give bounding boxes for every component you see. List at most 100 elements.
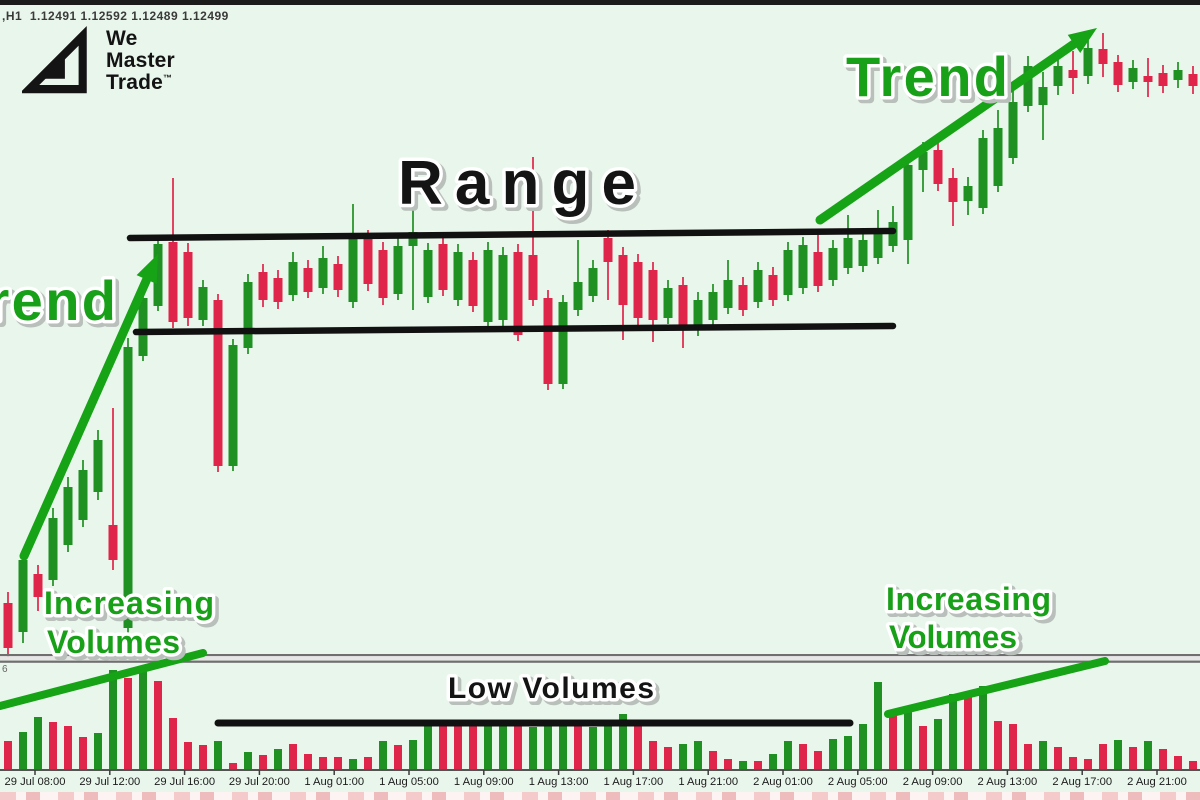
volume-scale-remnant: 6: [2, 664, 8, 675]
bottom-cropped-strip: [0, 792, 1200, 800]
candle-body: [1113, 62, 1123, 85]
candle-body: [1173, 70, 1183, 80]
volume-bar: [559, 725, 567, 769]
range-bottom-line: [132, 322, 897, 336]
volume-bar: [694, 741, 702, 769]
volume-bar: [529, 727, 537, 769]
volume-bar: [64, 726, 72, 769]
volume-bar: [964, 694, 972, 769]
candle-body: [423, 250, 433, 297]
volume-bar: [469, 725, 477, 769]
volume-bar: [709, 751, 717, 769]
chart-quote-line: ,H1 1.12491 1.12592 1.12489 1.12499: [2, 9, 229, 23]
generated-chart-layer: 29 Jul 08:00 29 Jul 12:00 29 Jul 16:00 29 J…: [0, 28, 1200, 788]
volume-bar: [379, 741, 387, 769]
volume-bar: [319, 757, 327, 769]
volume-bar: [4, 741, 12, 769]
candle-body: [153, 244, 163, 306]
volume-bar: [499, 725, 507, 769]
volume-bar: [859, 724, 867, 769]
candle-body: [408, 232, 418, 246]
time-axis-label: 1 Aug 09:00: [454, 776, 514, 788]
volume-bar: [904, 709, 912, 769]
time-axis-label: 2 Aug 17:00: [1052, 776, 1112, 788]
trend-arrow-shaft: [815, 37, 1082, 225]
volume-bar: [1054, 747, 1062, 769]
time-axis-label: 1 Aug 13:00: [529, 776, 589, 788]
time-axis-label: 29 Jul 08:00: [5, 776, 66, 788]
volume-bar: [394, 745, 402, 769]
candle-body: [903, 165, 913, 240]
volume-bar: [604, 721, 612, 769]
volume-bar: [649, 741, 657, 769]
time-axis-label: 2 Aug 01:00: [753, 776, 813, 788]
candle-body: [783, 250, 793, 295]
logo-word2: Master: [106, 49, 175, 73]
volume-bar: [199, 745, 207, 769]
volume-bar: [664, 747, 672, 769]
candle-body: [138, 298, 148, 356]
volume-bar: [754, 761, 762, 769]
volume-bar: [484, 723, 492, 769]
time-axis-label: 29 Jul 16:00: [154, 776, 215, 788]
candle-body: [948, 178, 958, 202]
candle-body: [588, 268, 598, 296]
volume-bar: [769, 754, 777, 769]
candle-body: [33, 574, 43, 597]
candle-body: [1083, 48, 1093, 76]
volume-bar: [724, 759, 732, 769]
volume-trend-line: [884, 657, 1109, 718]
candle-body: [723, 280, 733, 308]
volume-bar: [409, 740, 417, 769]
volume-bar: [34, 717, 42, 769]
volume-bar: [424, 724, 432, 769]
candle-body: [1053, 66, 1063, 86]
volume-bar: [994, 721, 1002, 769]
volume-bar: [1024, 744, 1032, 769]
candle-body: [1008, 102, 1018, 158]
volume-bar: [1099, 744, 1107, 769]
candle-body: [573, 282, 583, 310]
candle-body: [318, 258, 328, 288]
increasing-volumes-right-line2-shadow: Volumes: [892, 622, 1020, 658]
time-axis-label: 29 Jul 12:00: [79, 776, 140, 788]
candle-body: [213, 300, 223, 466]
volume-bar: [79, 737, 87, 769]
candle-body: [1158, 73, 1168, 86]
volume-bar: [334, 757, 342, 769]
volume-bar: [544, 723, 552, 769]
candle-body: [933, 150, 943, 184]
candle-body: [768, 275, 778, 300]
candle-body: [1098, 49, 1108, 64]
candle-body: [258, 272, 268, 300]
candle-body: [513, 252, 523, 335]
candle-body: [333, 264, 343, 290]
volume-bar: [889, 711, 897, 769]
candle-body: [708, 292, 718, 320]
trend-left-label-shadow: Trend: [0, 272, 119, 335]
volume-bar: [874, 682, 882, 769]
volume-bar: [574, 724, 582, 769]
time-axis-label: 2 Aug 09:00: [903, 776, 963, 788]
time-axis-label: 1 Aug 01:00: [304, 776, 364, 788]
volume-bar: [49, 722, 57, 769]
candle-body: [1038, 87, 1048, 105]
volume-bar: [814, 751, 822, 769]
trend-arrow-shaft: [19, 271, 153, 561]
increasing-volumes-left-line1: Increasing: [44, 585, 214, 621]
volume-bar: [784, 741, 792, 769]
volume-bar: [169, 718, 177, 769]
volume-bar: [364, 757, 372, 769]
candle-body: [363, 238, 373, 284]
increasing-volumes-left-line1-shadow: Increasing: [47, 588, 217, 624]
increasing-volumes-right-line1: Increasing: [886, 581, 1051, 617]
candle-body: [348, 234, 358, 302]
candle-body: [273, 278, 283, 302]
candle-body: [438, 244, 448, 290]
volume-bar: [514, 725, 522, 769]
candle-body: [738, 285, 748, 310]
candle-body: [468, 260, 478, 306]
volume-bar: [454, 724, 462, 769]
low-volumes-label-shadow: Low Volumes: [451, 675, 657, 708]
candle-body: [48, 518, 58, 580]
